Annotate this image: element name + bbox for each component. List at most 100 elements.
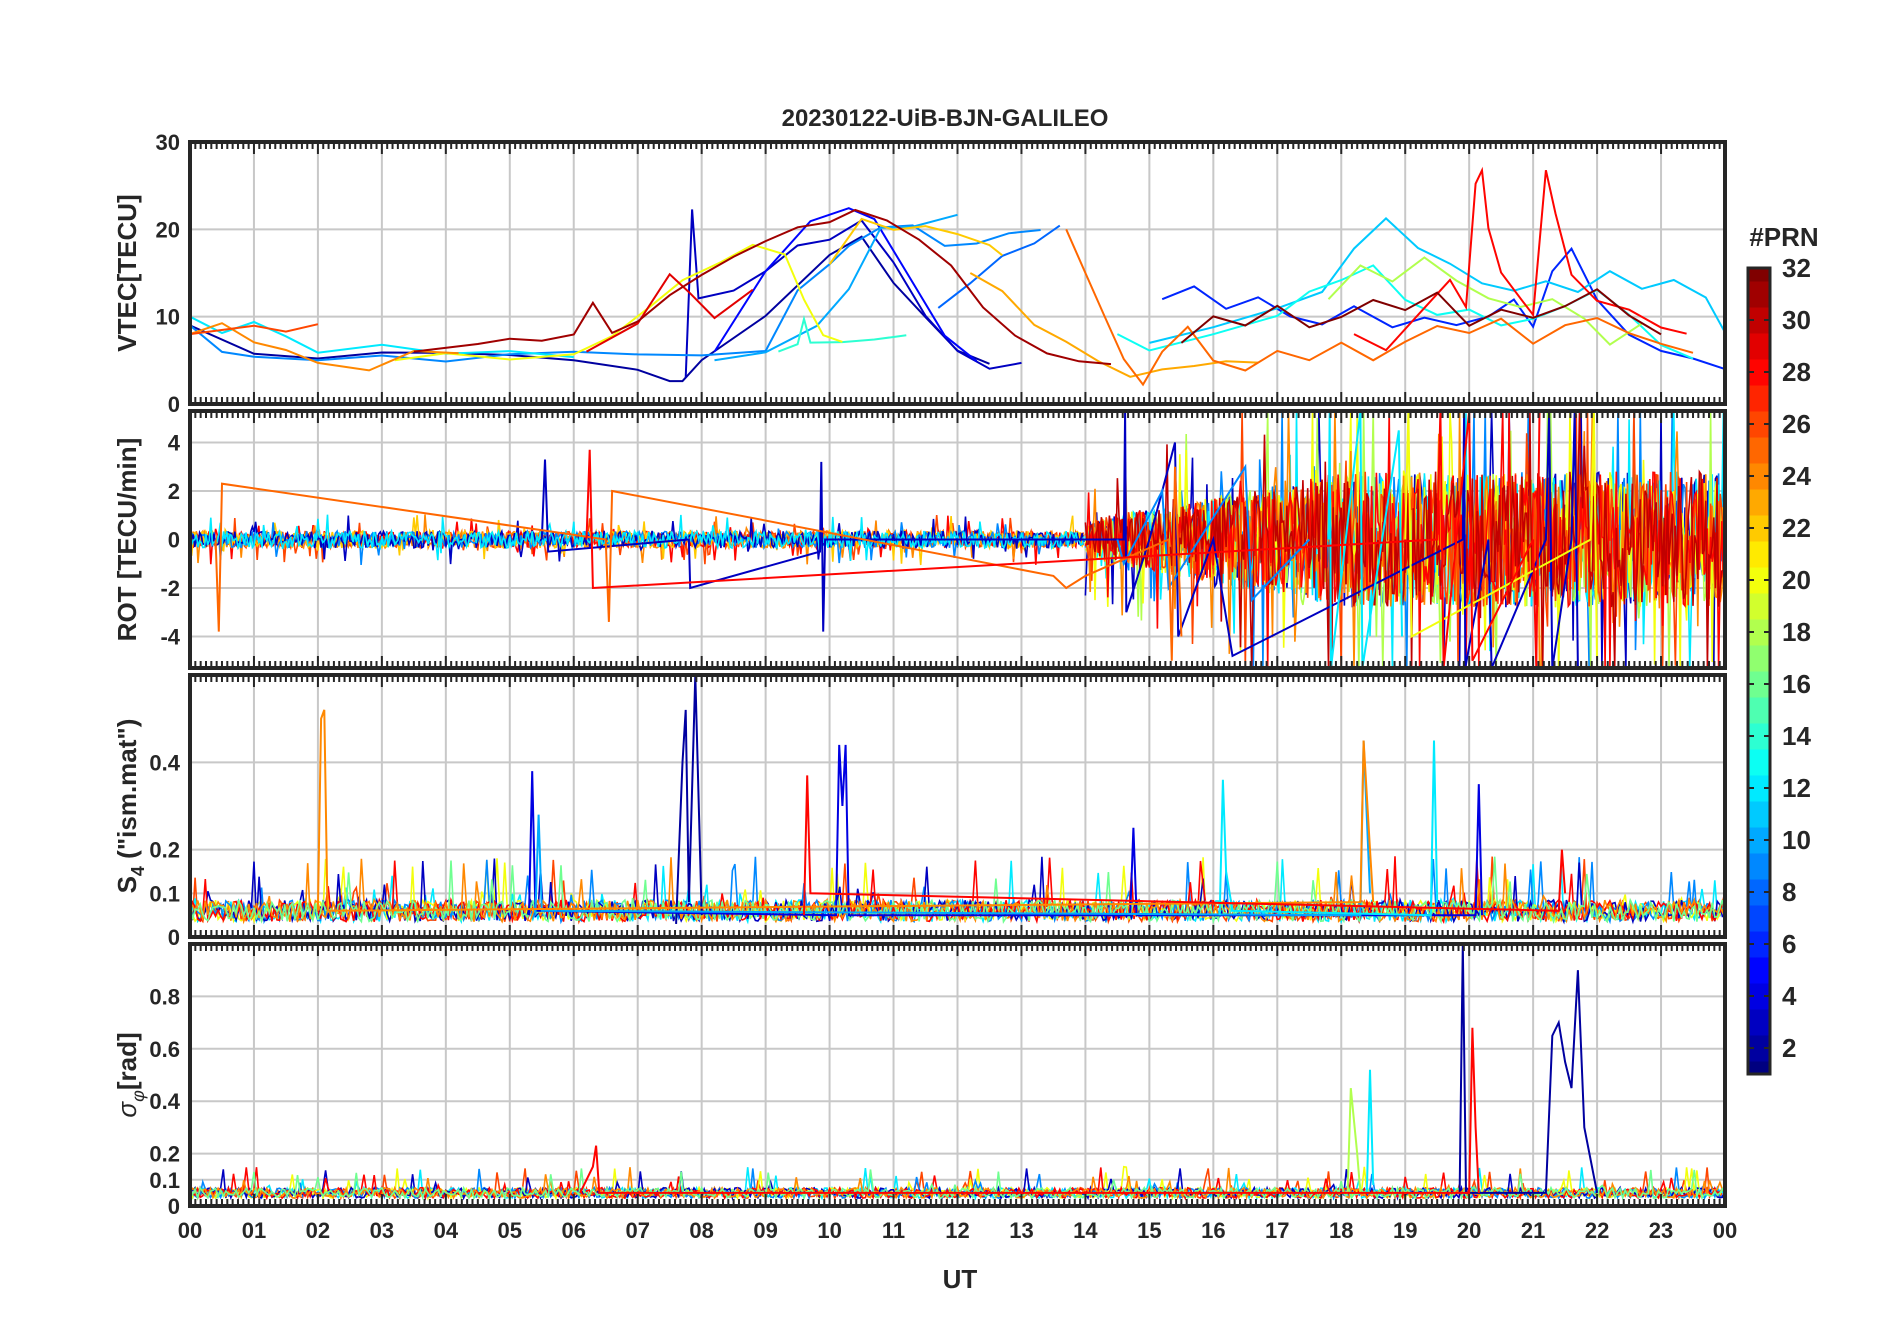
x-tick-label: 13 [1009,1218,1033,1243]
y-tick-label: 0.8 [149,984,180,1009]
series-line-prn-3 [684,209,1022,378]
x-tick-label: 01 [242,1218,266,1243]
y-axis-label-main: S [112,876,142,893]
series-line-prn-32 [1180,288,1662,344]
colorbar-swatch [1748,593,1770,620]
y-tick-label: 20 [156,217,180,242]
series-line-prn-30 [1084,411,1725,668]
series-line-prn-12 [1327,411,1403,668]
colorbar-swatch [1748,645,1770,672]
y-axis-label-rest: ("ism.mat") [112,719,142,866]
colorbar-swatch [1748,359,1770,386]
y-axis-label-rest: [rad] [112,1032,142,1090]
y-axis-label: S4 ("ism.mat") [112,719,148,894]
colorbar-tick-label: 28 [1782,357,1811,387]
y-tick-label: 10 [156,305,180,330]
y-tick-label: 0 [168,1194,180,1219]
colorbar-swatch [1748,723,1770,750]
colorbar-swatch [1748,1035,1770,1062]
x-tick-label: 20 [1457,1218,1481,1243]
y-tick-label: 0.1 [149,881,180,906]
colorbar-tick-label: 26 [1782,409,1811,439]
colorbar-tick-label: 24 [1782,461,1811,491]
colorbar-swatch [1748,801,1770,828]
series-line-prn-3 [540,411,1579,668]
series-line-prn-5 [713,207,978,362]
y-tick-label: 30 [156,130,180,155]
series-line-prn-9 [1116,463,1311,603]
colorbar-tick-label: 2 [1782,1033,1796,1063]
series-line-prn-12 [1218,740,1439,917]
colorbar-swatch [1748,775,1770,802]
colorbar-frame [1746,266,1772,1076]
y-tick-label: -2 [160,576,180,601]
colorbar-swatch [1748,983,1770,1010]
colorbar-swatch [1748,281,1770,308]
x-tick-label: 08 [689,1218,713,1243]
colorbar-swatch [1748,749,1770,776]
x-tick-label: 06 [562,1218,586,1243]
colorbar-tick-label: 18 [1782,617,1811,647]
colorbar-swatch [1748,385,1770,412]
x-tick-label: 09 [753,1218,777,1243]
colorbar-swatch [1748,463,1770,490]
y-tick-label: 0.2 [149,838,180,863]
y-axis-label: σφ[rad] [112,1032,148,1117]
colorbar-tick-label: 22 [1782,513,1811,543]
panel-frame [188,942,1727,1208]
x-tick-label: 12 [945,1218,969,1243]
series-line-prn-9 [190,224,1041,363]
y-tick-label: 4 [168,431,181,456]
series-line-prn-20 [1404,411,1599,668]
colorbar-swatch [1748,619,1770,646]
y-tick-label: -4 [160,624,180,649]
x-tick-label: 19 [1393,1218,1417,1243]
colorbar-swatch [1748,411,1770,438]
colorbar-tick-label: 30 [1782,305,1811,335]
colorbar-swatch [1748,697,1770,724]
y-tick-label: 2 [168,479,180,504]
panel-frame [188,673,1727,939]
series-line-prn-2 [1458,944,1599,1196]
colorbar-tick-label: 4 [1782,981,1797,1011]
panel-series [190,166,1725,387]
series-line-prn-24 [190,322,459,372]
series-line-prn-18 [1346,1088,1362,1193]
series-line-prn-14 [778,315,907,353]
series-line-prn-22 [828,217,1003,265]
panel-series [190,411,1725,668]
colorbar-tick-label: 6 [1782,929,1796,959]
x-axis-label: UT [943,1264,978,1294]
x-tick-label: 04 [434,1218,459,1243]
colorbar-tick-label: 12 [1782,773,1811,803]
x-tick-label: 14 [1073,1218,1098,1243]
series-line-prn-28 [1353,166,1687,352]
colorbar-swatch [1748,515,1770,542]
series-line-prn-25 [214,466,1183,661]
y-tick-label: 0.1 [149,1168,180,1193]
x-tick-label: 03 [370,1218,394,1243]
y-axis-label-subscript: φ [128,1090,148,1102]
series-line-prn-28 [803,775,1567,916]
series-line-prn-29 [586,272,754,353]
colorbar-swatch [1748,1009,1770,1036]
y-axis-label-main: σ [112,1101,142,1118]
series-line-prn-2 [190,235,990,383]
x-tick-label: 15 [1137,1218,1161,1243]
colorbar-tick-label: 10 [1782,825,1811,855]
colorbar-swatch [1748,437,1770,464]
x-tick-label: 02 [306,1218,330,1243]
series-line-prn-2 [675,675,703,924]
panel-frame [188,409,1727,670]
colorbar-tick-label: 8 [1782,877,1796,907]
colorbar-tick-label: 16 [1782,669,1811,699]
x-tick-label: 21 [1521,1218,1545,1243]
y-tick-label: 0 [168,528,180,553]
x-tick-label: 18 [1329,1218,1353,1243]
series-line-prn-12 [1365,1069,1375,1193]
colorbar-swatch [1748,879,1770,906]
y-axis-label: ROT [TECU/min] [112,438,142,642]
